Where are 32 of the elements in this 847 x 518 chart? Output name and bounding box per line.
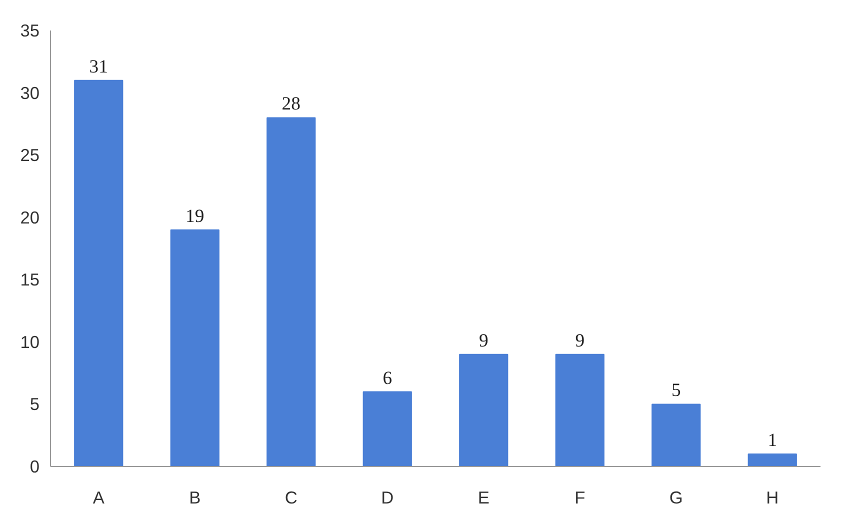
x-tick-label: C [284, 488, 298, 508]
bar [555, 354, 604, 466]
data-label: 28 [282, 94, 300, 115]
data-label: 9 [575, 330, 585, 352]
data-label: 19 [186, 206, 204, 227]
data-label: 1 [768, 430, 778, 452]
x-tick-label: H [766, 488, 779, 508]
x-tick-label: D [381, 488, 394, 508]
y-tick-label: 0 [30, 456, 40, 476]
y-tick-label: 30 [20, 82, 40, 103]
y-tick-label: 35 [20, 20, 40, 40]
bar [748, 454, 797, 466]
y-tick-label: 5 [30, 394, 40, 414]
x-tick-label: E [478, 488, 490, 508]
y-tick-label: 20 [20, 207, 40, 228]
bar [459, 354, 508, 466]
x-tick-label: F [574, 488, 586, 508]
x-tick-label: B [189, 488, 201, 508]
y-tick-label: 10 [20, 332, 40, 352]
data-label: 31 [89, 56, 108, 78]
x-tick-label: A [92, 488, 105, 508]
data-label: 9 [478, 330, 488, 352]
x-tick-label: G [669, 488, 683, 508]
y-tick-label: 15 [20, 270, 40, 290]
bar [170, 229, 220, 466]
bar [74, 80, 124, 466]
data-label: 5 [671, 380, 681, 402]
bar [266, 117, 316, 466]
data-label: 6 [382, 368, 392, 389]
y-tick-label: 25 [20, 145, 40, 166]
bar [652, 404, 701, 466]
bar [362, 391, 412, 466]
